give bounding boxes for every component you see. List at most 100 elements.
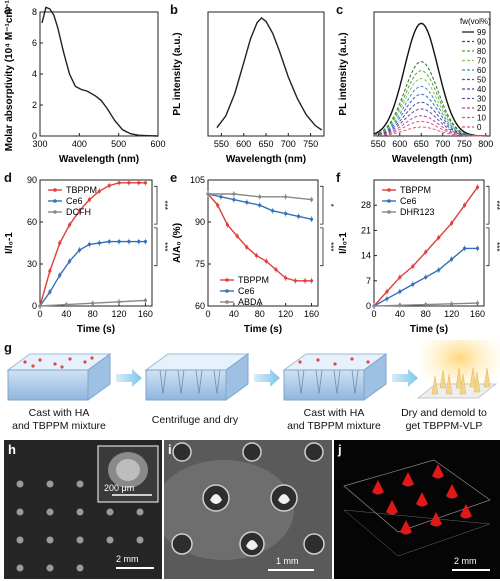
x-axis-label: Wavelength (nm) (59, 154, 139, 165)
legend-label: 90 (477, 38, 486, 47)
mold-step-2 (144, 353, 250, 401)
y-tick-label: 6 (32, 38, 37, 48)
significance-mark: *** (492, 242, 500, 251)
panel-label-a: a (4, 2, 12, 17)
legend-label: Ce6 (238, 286, 255, 296)
legend-label: Ce6 (400, 196, 417, 206)
legend-marker (225, 278, 229, 282)
x-tick-label: 650 (258, 139, 273, 149)
x-tick-label: 40 (229, 309, 239, 319)
panel-label-i: i (168, 442, 172, 457)
y-tick-label: 60 (195, 301, 205, 311)
significance-bracket (154, 185, 158, 225)
y-tick-label: 0 (32, 131, 37, 141)
series-line (373, 108, 490, 137)
x-tick-label: 750 (303, 139, 318, 149)
x-tick-label: 120 (112, 309, 127, 319)
mold-step-1 (6, 353, 112, 401)
x-tick-label: 500 (111, 139, 126, 149)
plot-frame (373, 179, 485, 307)
y-tick-label: 60 (27, 217, 37, 227)
y-tick-label: 21 (361, 225, 371, 235)
y-tick-label: 7 (366, 276, 371, 286)
x-tick-label: 0 (205, 309, 210, 319)
panel-label-h: h (8, 442, 16, 457)
y-tick-label: 90 (27, 175, 37, 185)
fluorescence-needles (343, 459, 491, 571)
legend-label: DHR123 (400, 207, 435, 217)
legend-label: 30 (477, 95, 486, 104)
x-tick-label: 0 (37, 309, 42, 319)
x-tick-label: 600 (150, 139, 165, 149)
arrow-2 (254, 369, 280, 387)
significance-bracket (320, 185, 324, 225)
x-tick-label: 80 (421, 309, 431, 319)
plot-frame (39, 11, 159, 137)
x-tick-label: 160 (304, 309, 319, 319)
chart-e-singlet-oxygen: 0 40 80 120 160 60 75 90 105 Time (s) A/A₀ (%) TBPP… (172, 175, 334, 335)
plot-frame (207, 179, 319, 307)
x-tick-label: 550 (371, 139, 386, 149)
x-tick-label: 0 (371, 309, 376, 319)
y-tick-label: 75 (195, 259, 205, 269)
plot-frame (39, 179, 153, 307)
legend-marker (53, 210, 57, 214)
y-axis-label: I/I₀-1 (4, 232, 15, 254)
x-tick-label: 600 (392, 139, 407, 149)
y-axis-label: PL intensity (a.u.) (172, 32, 183, 115)
j-scale-label: 2 mm (454, 556, 477, 566)
x-tick-label: 80 (255, 309, 265, 319)
significance-bracket (486, 185, 490, 225)
fabrication-scheme (6, 340, 500, 401)
significance-mark: * (326, 204, 334, 207)
x-tick-label: 400 (72, 139, 87, 149)
y-axis-label: PL intensity (a.u.) (338, 32, 349, 115)
y-axis-label: Molar absorptivity (10⁴ M⁻¹cm⁻¹) (4, 0, 15, 151)
series-line (373, 85, 490, 137)
significance-mark: *** (492, 201, 500, 210)
x-tick-label: 650 (414, 139, 429, 149)
fluorescence-3d-j: j 2 mm (334, 440, 500, 579)
x-tick-label: 120 (278, 309, 293, 319)
panel-label-b: b (170, 2, 178, 17)
panel-label-c: c (336, 2, 344, 17)
x-tick-label: 600 (236, 139, 251, 149)
series-line (373, 61, 490, 137)
x-tick-label: 40 (395, 309, 405, 319)
series-line (39, 182, 146, 307)
y-tick-label: 28 (361, 200, 371, 210)
panel-label-g: g (4, 340, 12, 355)
legend-label: Ce6 (66, 196, 83, 206)
chart-f-hydroxyl-radical: 0 40 80 120 160 0 7 14 21 28 Time (s) I/I₀-1 TBPPMCe… (338, 179, 500, 335)
sem-image-h: h 200 μm 2 mm (4, 440, 162, 579)
series-line (373, 186, 479, 307)
mold-step-3 (282, 353, 388, 401)
significance-mark: *** (160, 242, 168, 251)
y-tick-label: 4 (32, 69, 37, 79)
plot-frame (373, 11, 491, 137)
arrow-3 (392, 369, 418, 387)
series-line (373, 101, 490, 137)
x-tick-label: 700 (281, 139, 296, 149)
chart-a-absorption: 300 400 500 600 0 2 4 6 8 Wavelength (nm) Molar ab… (4, 0, 166, 165)
x-tick-label: 40 (61, 309, 71, 319)
x-axis-label: Time (s) (410, 324, 448, 335)
x-tick-label: 550 (214, 139, 229, 149)
x-tick-label: 700 (435, 139, 450, 149)
micrograph-i: i 1 mm (164, 440, 332, 579)
i-scale-label: 1 mm (276, 556, 299, 566)
legend-marker (387, 188, 391, 192)
x-tick-label: 800 (478, 139, 493, 149)
arrow-1 (116, 369, 142, 387)
series-line (216, 16, 323, 131)
significance-bracket (486, 227, 490, 267)
legend-label: 80 (477, 47, 486, 56)
y-tick-label: 105 (190, 175, 205, 185)
y-axis-label: I/I₀-1 (338, 232, 349, 254)
chart-b-pl-spectrum: 550 600 650 700 750 Wavelength (nm) PL intensi… (172, 11, 325, 165)
legend-marker (53, 188, 57, 192)
legend-label: 20 (477, 104, 486, 113)
series-line (373, 93, 490, 137)
inset-scale-label: 200 μm (104, 483, 135, 493)
legend-marker (387, 199, 391, 203)
